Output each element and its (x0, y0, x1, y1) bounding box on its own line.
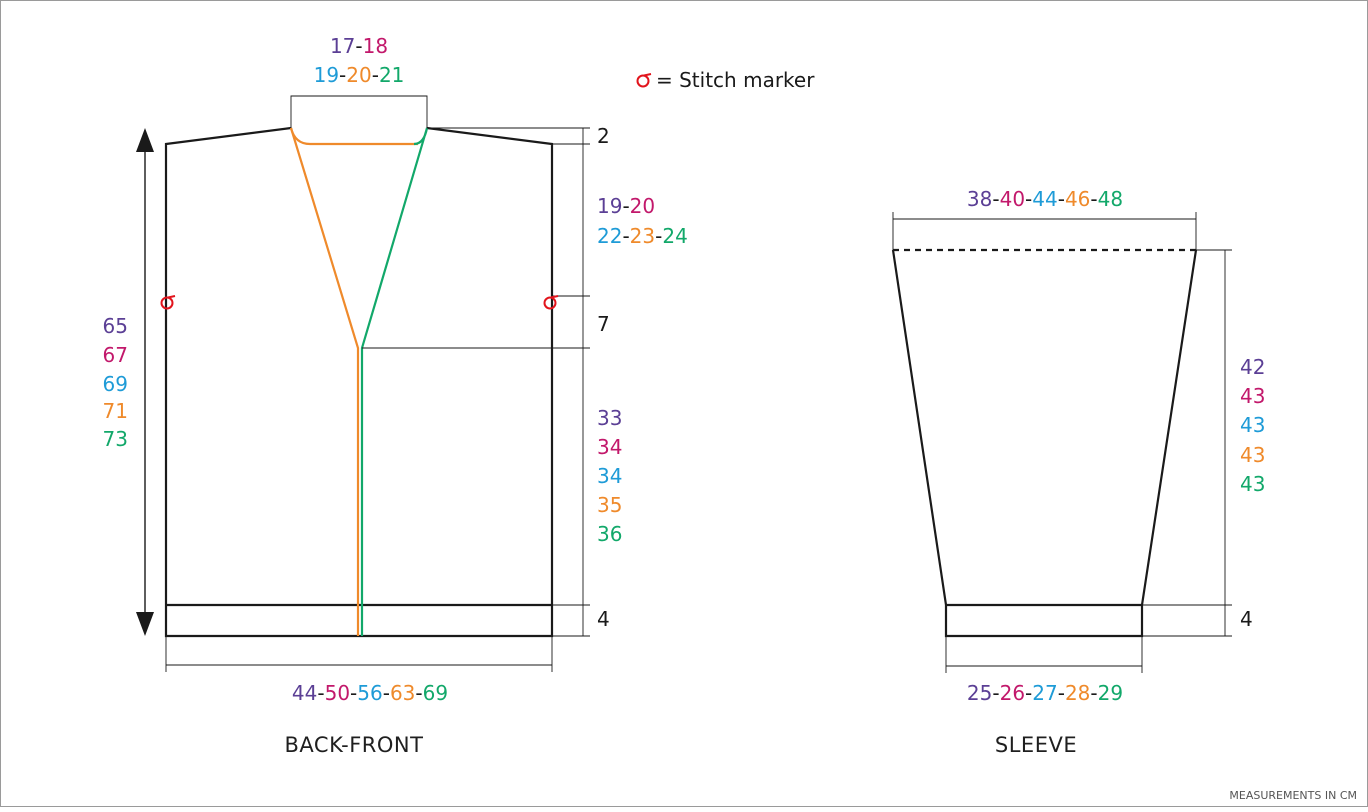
total-length-size1: 65 (103, 314, 128, 338)
sleeve-title: SLEEVE (995, 733, 1077, 757)
sleeve-cuff-dim (945, 636, 1143, 673)
total-length-size3: 69 (103, 372, 128, 396)
neck-width-label-row1: 17-18 (330, 34, 388, 58)
back-front-title: BACK-FRONT (285, 733, 424, 757)
back-front-diagram: 17-18 19-20-21 2 19-20 22-23-24 7 33 34 … (103, 34, 688, 757)
sleeve-top-width-label: 38-40-44-46-48 (967, 187, 1123, 211)
body-length-size1: 33 (597, 406, 622, 430)
front-right-edge (360, 127, 429, 636)
width-dim (165, 636, 553, 672)
legend: = Stitch marker (636, 68, 815, 92)
sleeve-length-size1: 42 (1240, 355, 1265, 379)
measurements-note: MEASUREMENTS IN CM (1229, 789, 1357, 802)
armhole-label-row2: 22-23-24 (597, 224, 688, 248)
total-length-size4: 71 (103, 399, 128, 423)
sleeve-length-size3: 43 (1240, 413, 1265, 437)
legend-text: = Stitch marker (656, 68, 815, 92)
sleeve-length-size4: 43 (1240, 443, 1265, 467)
total-length-size5: 73 (103, 427, 128, 451)
legend-marker-icon (636, 73, 652, 88)
neck-width-dim (290, 95, 428, 128)
neck-width-label-row2: 19-20-21 (314, 63, 405, 87)
front-left-edge (289, 127, 360, 636)
shoulder-drop-label: 2 (597, 124, 610, 148)
armhole-label-row1: 19-20 (597, 194, 655, 218)
sleeve-length-size5: 43 (1240, 472, 1265, 496)
body-length-size5: 36 (597, 522, 622, 546)
body-length-size2: 34 (597, 435, 622, 459)
body-length-size3: 34 (597, 464, 622, 488)
rib-height-label: 4 (597, 607, 610, 631)
sleeve-length-size2: 43 (1240, 384, 1265, 408)
total-length-size2: 67 (103, 343, 128, 367)
stitch-marker-icon (543, 295, 559, 310)
neck-lower-label: 7 (597, 312, 610, 336)
neck-left-line (289, 127, 418, 146)
sleeve-outline (891, 249, 1198, 638)
length-arrow-head-top (136, 128, 154, 152)
sleeve-top-dim (892, 212, 1197, 250)
sleeve-rib-height-label: 4 (1240, 607, 1253, 631)
sleeve-cuff-width-label: 25-26-27-28-29 (967, 681, 1123, 705)
sleeve-diagram: 38-40-44-46-48 42 43 43 43 43 4 25-26-27… (891, 187, 1265, 757)
length-arrow-head-bottom (136, 612, 154, 636)
stitch-marker-icon (160, 295, 176, 310)
body-length-size4: 35 (597, 493, 622, 517)
width-label: 44-50-56-63-69 (292, 681, 448, 705)
